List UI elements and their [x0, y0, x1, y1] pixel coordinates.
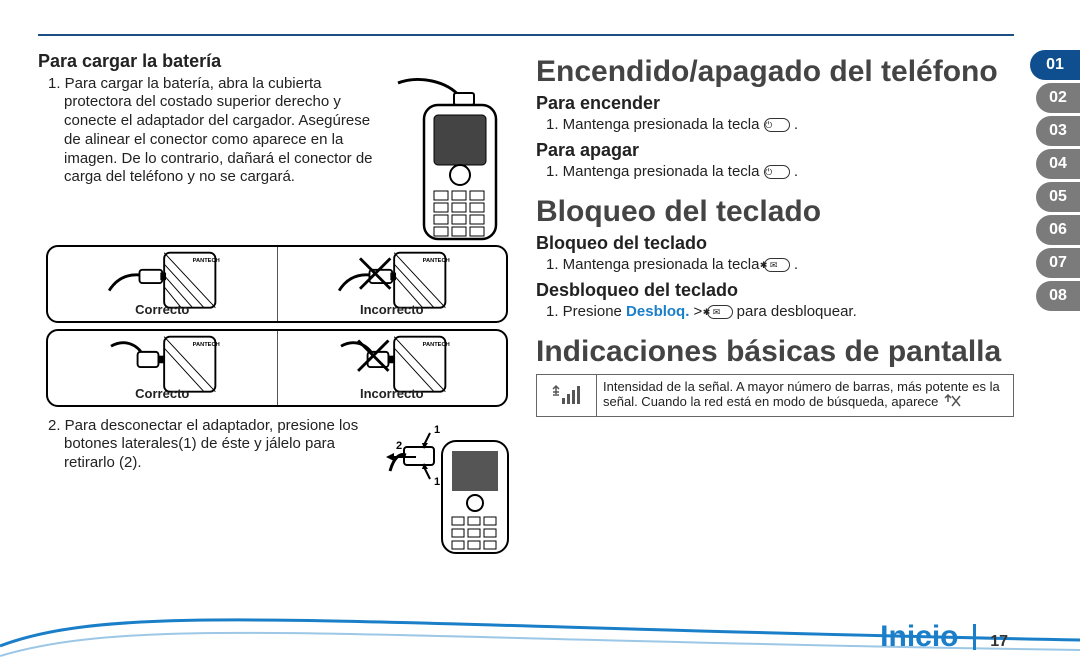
unlock-step: 1. Presione Desbloq. > ✱ ✉ para desbloqu…: [562, 303, 1014, 322]
disconnect-block: 1 1 2 2. Para desconectar el adaptador, …: [38, 417, 516, 473]
top-rule: [38, 34, 1014, 36]
heading-power: Encendido/apagado del teléfono: [536, 56, 1014, 88]
footer-divider: [973, 624, 976, 650]
chapter-tab-04[interactable]: 04: [1036, 149, 1080, 179]
power-off-step: 1. Mantenga presionada la tecla ⏻ .: [562, 163, 1014, 182]
svg-text:PANTECH: PANTECH: [422, 342, 449, 348]
heading-keypad-lock: Bloqueo del teclado: [536, 196, 1014, 228]
chapter-tab-03[interactable]: 03: [1036, 116, 1080, 146]
svg-text:2: 2: [396, 440, 402, 452]
power-key-icon-2: ⏻: [764, 165, 790, 179]
unlock-text-b: Desbloq.: [626, 303, 689, 320]
lock-step: 1. Mantenga presionada la tecla ✱ ✉ .: [562, 256, 1014, 275]
phone-charging-illustration: [388, 75, 516, 245]
power-off-text: 1. Mantenga presionada la tecla: [546, 163, 764, 180]
svg-text:PANTECH: PANTECH: [422, 258, 449, 264]
chapter-tab-01[interactable]: 01: [1030, 50, 1080, 80]
power-key-icon: ⏻: [764, 118, 790, 132]
page-body: Para cargar la batería 1. Para carga: [38, 50, 1014, 610]
connector-correct-2: PANTECH Correcto: [48, 331, 278, 405]
heading-screen-indications: Indicaciones básicas de pantalla: [536, 336, 1014, 368]
label-correct-2: Correcto: [48, 386, 277, 402]
left-column: Para cargar la batería 1. Para carga: [38, 50, 516, 610]
footer-label: Inicio 17: [880, 620, 1008, 654]
label-incorrect-1: Incorrecto: [278, 302, 507, 318]
disconnect-illustration: 1 1 2: [386, 417, 516, 557]
connector-incorrect-2: PANTECH Incorrecto: [278, 331, 507, 405]
svg-text:PANTECH: PANTECH: [193, 258, 220, 264]
signal-table: Intensidad de la señal. A mayor número d…: [536, 374, 1014, 417]
signal-description-cell: Intensidad de la señal. A mayor número d…: [597, 375, 1013, 416]
lock-title: Bloqueo del teclado: [536, 232, 1014, 255]
chapter-tab-02[interactable]: 02: [1036, 83, 1080, 113]
chapter-tab-08[interactable]: 08: [1036, 281, 1080, 311]
signal-bars-icon: [552, 384, 582, 406]
connector-correct-1: PANTECH Correcto: [48, 247, 278, 321]
lock-text: 1. Mantenga presionada la tecla: [546, 256, 764, 273]
power-on-step: 1. Mantenga presionada la tecla ⏻ .: [562, 116, 1014, 135]
unlock-title: Desbloqueo del teclado: [536, 279, 1014, 302]
svg-text:1: 1: [434, 424, 440, 436]
star-key-icon-2: ✱ ✉: [707, 305, 733, 319]
chapter-tab-07[interactable]: 07: [1036, 248, 1080, 278]
label-incorrect-2: Incorrecto: [278, 386, 507, 402]
power-on-title: Para encender: [536, 92, 1014, 115]
chapter-tab-05[interactable]: 05: [1036, 182, 1080, 212]
unlock-text-d: para desbloquear.: [733, 303, 857, 320]
connector-orientation-row-2: PANTECH Correcto PANTECH: [46, 329, 508, 407]
chapter-tabs: 01 02 03 04 05 06 07 08: [1036, 50, 1080, 314]
label-correct-1: Correcto: [48, 302, 277, 318]
svg-text:1: 1: [434, 476, 440, 488]
power-off-title: Para apagar: [536, 139, 1014, 162]
connector-orientation-row-1: PANTECH Correcto PANTECH: [46, 245, 508, 323]
right-column: Encendido/apagado del teléfono Para ence…: [536, 50, 1014, 610]
signal-description: Intensidad de la señal. A mayor número d…: [603, 379, 1000, 410]
footer-section: Inicio: [880, 620, 958, 653]
unlock-text-a: 1. Presione: [546, 303, 626, 320]
power-on-text: 1. Mantenga presionada la tecla: [546, 116, 764, 133]
connector-incorrect-1: PANTECH Incorrecto: [278, 247, 507, 321]
signal-icon-cell: [537, 375, 597, 416]
chapter-tab-06[interactable]: 06: [1036, 215, 1080, 245]
charge-title: Para cargar la batería: [38, 50, 516, 73]
no-signal-icon: [944, 394, 962, 412]
star-key-icon: ✱ ✉: [764, 258, 790, 272]
svg-text:PANTECH: PANTECH: [193, 342, 220, 348]
footer-page: 17: [990, 633, 1008, 650]
